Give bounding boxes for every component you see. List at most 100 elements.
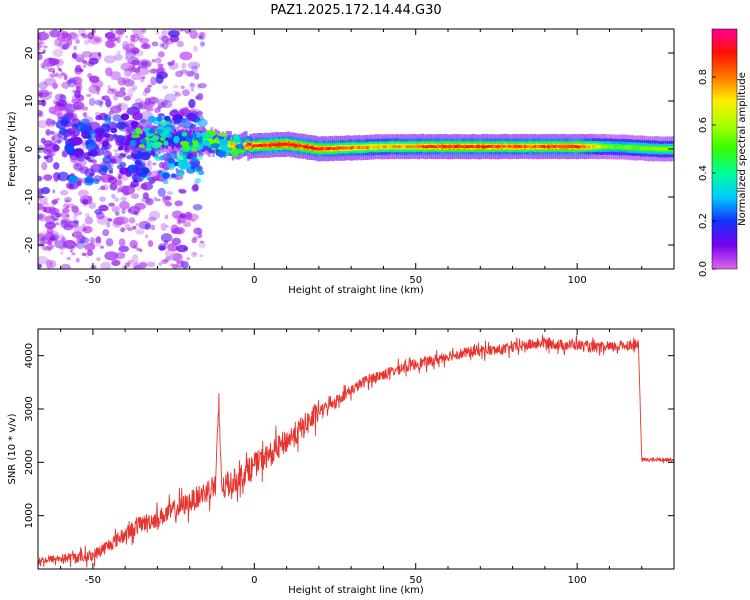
noise-blob — [162, 85, 169, 90]
noise-blob — [50, 235, 56, 241]
noise-blob — [196, 111, 204, 116]
noise-blob — [109, 88, 114, 92]
noise-blob-core — [178, 172, 184, 177]
spectrogram-x-tick-label: 50 — [409, 275, 422, 286]
ridge-cell — [280, 143, 283, 147]
noise-blob — [115, 36, 121, 44]
noise-blob — [43, 155, 49, 160]
noise-blob — [49, 260, 57, 269]
ridge-cell — [189, 138, 192, 149]
ridge-cell — [342, 146, 345, 150]
ridge-cell — [369, 145, 372, 149]
noise-blob — [73, 225, 86, 234]
ridge-cell — [353, 146, 357, 150]
ridge-cell — [590, 144, 593, 148]
ridge-cell — [444, 145, 448, 148]
noise-blob-core — [192, 123, 198, 127]
ridge-cell — [640, 146, 643, 150]
transition-blob — [145, 141, 154, 147]
ridge-cell — [390, 145, 393, 149]
transition-blob — [182, 143, 191, 151]
noise-blob-core — [86, 134, 92, 139]
noise-blob — [127, 88, 136, 94]
noise-blob-core — [154, 156, 161, 162]
noise-blob — [187, 61, 201, 70]
noise-blob — [115, 102, 129, 111]
snr-y-tick-label: 4000 — [24, 343, 35, 368]
ridge-cell — [268, 143, 271, 147]
noise-blob — [141, 29, 146, 33]
noise-blob — [160, 233, 173, 243]
noise-blob — [63, 135, 68, 141]
ridge-cell — [466, 145, 469, 148]
transition-blob — [163, 140, 169, 146]
noise-blob — [72, 231, 83, 239]
noise-blob — [160, 100, 173, 109]
noise-blob — [50, 207, 60, 215]
ridge-cell — [646, 146, 649, 150]
noise-blob-core — [107, 167, 114, 172]
noise-blob — [54, 93, 65, 101]
transition-blob — [164, 126, 172, 134]
noise-blob — [97, 51, 102, 57]
noise-blob — [146, 261, 156, 267]
ridge-cell — [545, 145, 548, 149]
transition-blob — [219, 139, 229, 147]
ridge-cell — [477, 144, 481, 148]
ridge-cell — [580, 145, 583, 149]
ridge-cell — [326, 147, 329, 151]
ridge-cell — [307, 146, 310, 149]
noise-blob — [115, 29, 125, 35]
ridge-cell — [497, 144, 500, 148]
noise-blob — [139, 76, 145, 83]
noise-blob — [127, 227, 133, 232]
ridge-cell — [233, 137, 236, 149]
ridge-cell — [295, 144, 298, 148]
ridge-cell — [392, 144, 395, 148]
noise-blob — [111, 259, 121, 267]
ridge-cell — [132, 134, 136, 145]
noise-blob — [172, 59, 175, 63]
ridge-cell — [206, 138, 209, 142]
noise-blob — [72, 214, 78, 221]
ridge-cell — [584, 145, 587, 149]
ridge-cell — [136, 136, 140, 148]
noise-blob-core — [126, 154, 132, 160]
noise-blob — [38, 42, 44, 49]
noise-blob — [191, 65, 198, 74]
ridge-cell — [179, 134, 182, 146]
noise-blob — [127, 259, 134, 265]
noise-blob — [38, 89, 50, 98]
noise-blob — [51, 136, 55, 141]
noise-blob — [38, 109, 43, 117]
noise-blob — [161, 259, 169, 265]
noise-blob — [55, 72, 59, 78]
noise-blob — [121, 185, 136, 195]
noise-blob — [82, 111, 88, 118]
noise-blob — [73, 210, 83, 216]
noise-blob — [133, 264, 142, 269]
noise-blob — [50, 130, 55, 135]
noise-blob — [83, 39, 90, 45]
noise-blob — [111, 193, 116, 199]
ridge-cell — [491, 145, 494, 148]
ridge-cell — [365, 146, 368, 150]
ridge-cell — [351, 146, 355, 149]
noise-blob — [88, 35, 103, 45]
noise-blob — [160, 222, 167, 231]
transition-blob — [216, 149, 227, 158]
ridge-cell — [438, 144, 442, 148]
ridge-cell — [415, 144, 419, 148]
noise-blob — [56, 112, 64, 118]
noise-blob — [52, 189, 56, 194]
noise-blob — [117, 50, 121, 55]
noise-blob-core — [133, 178, 138, 183]
noise-blob — [55, 222, 60, 226]
noise-blob — [173, 253, 184, 262]
ridge-cell — [555, 144, 558, 148]
ridge-cell — [340, 146, 343, 150]
noise-blob — [123, 67, 132, 77]
ridge-cell — [160, 135, 163, 147]
ridge-cell — [601, 145, 605, 149]
noise-blob-core — [94, 147, 105, 156]
